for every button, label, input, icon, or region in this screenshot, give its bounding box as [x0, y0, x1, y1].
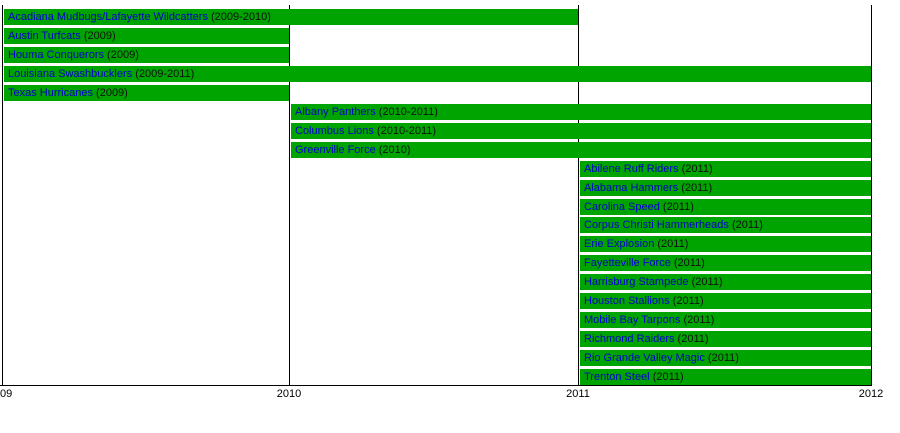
timeline-bar: Acadiana Mudbugs/Lafayette Wildcatters (…	[4, 9, 578, 25]
x-axis-line	[0, 385, 872, 386]
team-name-link[interactable]: Harrisburg Stampede	[584, 276, 689, 289]
team-years: (2009)	[92, 86, 128, 99]
team-years: (2011)	[654, 238, 689, 251]
bar-label: Houma Conquerors (2009)	[4, 47, 289, 63]
x-tick-label-2011: 2011	[566, 388, 590, 400]
team-years: (2009-2010)	[207, 11, 271, 23]
timeline-bar: Alabama Hammers (2011)	[580, 179, 871, 196]
bar-label: Acadiana Mudbugs/Lafayette Wildcatters (…	[4, 9, 578, 25]
team-name-link[interactable]: Corpus Christi Hammerheads	[584, 219, 729, 232]
timeline-bar: Houma Conquerors (2009)	[4, 46, 289, 63]
timeline-bar: Erie Explosion (2011)	[580, 236, 871, 253]
year-gridline-2011	[578, 5, 579, 386]
year-gridline-2009	[2, 5, 3, 386]
team-years: (2011)	[649, 371, 684, 384]
timeline-bar: Columbus Lions (2010-2011)	[291, 122, 871, 139]
team-name-link[interactable]: Erie Explosion	[584, 238, 655, 251]
bar-label: Trenton Steel (2011)	[580, 369, 871, 385]
team-name-link[interactable]: Louisiana Swashbucklers	[8, 67, 133, 80]
timeline-bar: Mobile Bay Tarpons (2011)	[580, 312, 871, 329]
timeline-bar: Harrisburg Stampede (2011)	[580, 274, 871, 291]
team-years: (2011)	[669, 295, 704, 308]
timeline-bar: Fayetteville Force (2011)	[580, 255, 871, 272]
bar-label: Columbus Lions (2010-2011)	[291, 123, 871, 139]
team-years: (2010)	[375, 143, 411, 156]
bar-label: Erie Explosion (2011)	[580, 236, 871, 252]
bar-label: Harrisburg Stampede (2011)	[580, 274, 871, 290]
bar-label: Mobile Bay Tarpons (2011)	[580, 312, 871, 328]
team-name-link[interactable]: Mobile Bay Tarpons	[584, 314, 681, 327]
bar-label: Louisiana Swashbucklers (2009-2011)	[4, 66, 871, 82]
timeline-bar: Carolina Speed (2011)	[580, 198, 871, 215]
timeline-bar: Abilene Ruff Riders (2011)	[580, 160, 871, 177]
x-tick-label-2009: 09	[0, 388, 13, 400]
team-name-link[interactable]: Acadiana Mudbugs/Lafayette Wildcatters	[8, 11, 208, 23]
team-years: (2009)	[80, 29, 116, 42]
bar-label: Greenville Force (2010)	[291, 142, 871, 158]
bar-label: Carolina Speed (2011)	[580, 199, 871, 215]
bar-label: Albany Panthers (2010-2011)	[291, 104, 871, 120]
team-name-link[interactable]: Carolina Speed	[584, 200, 660, 213]
team-years: (2009-2011)	[132, 67, 195, 80]
team-name-link[interactable]: Houma Conquerors	[8, 48, 104, 61]
team-years: (2009)	[104, 48, 139, 61]
bar-label: Fayetteville Force (2011)	[580, 255, 871, 271]
team-name-link[interactable]: Abilene Ruff Riders	[584, 162, 679, 175]
bar-label: Texas Hurricanes (2009)	[4, 85, 289, 101]
team-name-link[interactable]: Richmond Raiders	[584, 333, 675, 346]
team-years: (2011)	[670, 257, 705, 270]
timeline-bar: Greenville Force (2010)	[291, 141, 871, 158]
bar-label: Richmond Raiders (2011)	[580, 331, 871, 347]
team-years: (2011)	[688, 276, 723, 289]
timeline-bar: Rio Grande Valley Magic (2011)	[580, 350, 871, 367]
team-years: (2011)	[704, 352, 739, 365]
bar-label: Houston Stallions (2011)	[580, 293, 871, 309]
bar-label: Rio Grande Valley Magic (2011)	[580, 350, 871, 366]
team-years: (2010-2011)	[373, 124, 437, 137]
year-gridline-2012	[871, 5, 872, 386]
timeline-bar: Texas Hurricanes (2009)	[4, 84, 289, 101]
team-years: (2011)	[678, 181, 713, 194]
team-name-link[interactable]: Texas Hurricanes	[8, 86, 93, 99]
timeline-bar: Corpus Christi Hammerheads (2011)	[580, 217, 871, 234]
team-name-link[interactable]: Alabama Hammers	[584, 181, 679, 194]
team-name-link[interactable]: Rio Grande Valley Magic	[584, 352, 705, 365]
timeline-bar: Louisiana Swashbucklers (2009-2011)	[4, 65, 871, 82]
bar-label: Austin Turfcats (2009)	[4, 28, 289, 44]
team-years: (2011)	[678, 162, 713, 175]
team-name-link[interactable]: Albany Panthers	[295, 105, 376, 118]
team-name-link[interactable]: Houston Stallions	[584, 295, 670, 308]
timeline-bar: Richmond Raiders (2011)	[580, 331, 871, 348]
team-name-link[interactable]: Trenton Steel	[584, 371, 650, 384]
bar-label: Alabama Hammers (2011)	[580, 180, 871, 196]
team-years: (2011)	[728, 219, 763, 232]
team-name-link[interactable]: Fayetteville Force	[584, 257, 671, 270]
team-years: (2011)	[659, 200, 694, 213]
team-years: (2010-2011)	[375, 105, 438, 118]
team-years: (2011)	[680, 314, 715, 327]
team-name-link[interactable]: Austin Turfcats	[8, 29, 81, 42]
x-tick-label-2012: 2012	[858, 388, 884, 400]
timeline-bar: Albany Panthers (2010-2011)	[291, 103, 871, 120]
bar-label: Abilene Ruff Riders (2011)	[580, 161, 871, 177]
x-tick-label-2010: 2010	[276, 388, 302, 400]
timeline-bar: Houston Stallions (2011)	[580, 293, 871, 310]
year-gridline-2010	[289, 5, 290, 386]
team-name-link[interactable]: Columbus Lions	[295, 124, 374, 137]
bar-label: Corpus Christi Hammerheads (2011)	[580, 217, 871, 233]
timeline-bar: Trenton Steel (2011)	[580, 369, 871, 386]
team-name-link[interactable]: Greenville Force	[295, 143, 376, 156]
timeline-bar: Austin Turfcats (2009)	[4, 27, 289, 44]
team-years: (2011)	[674, 333, 709, 346]
